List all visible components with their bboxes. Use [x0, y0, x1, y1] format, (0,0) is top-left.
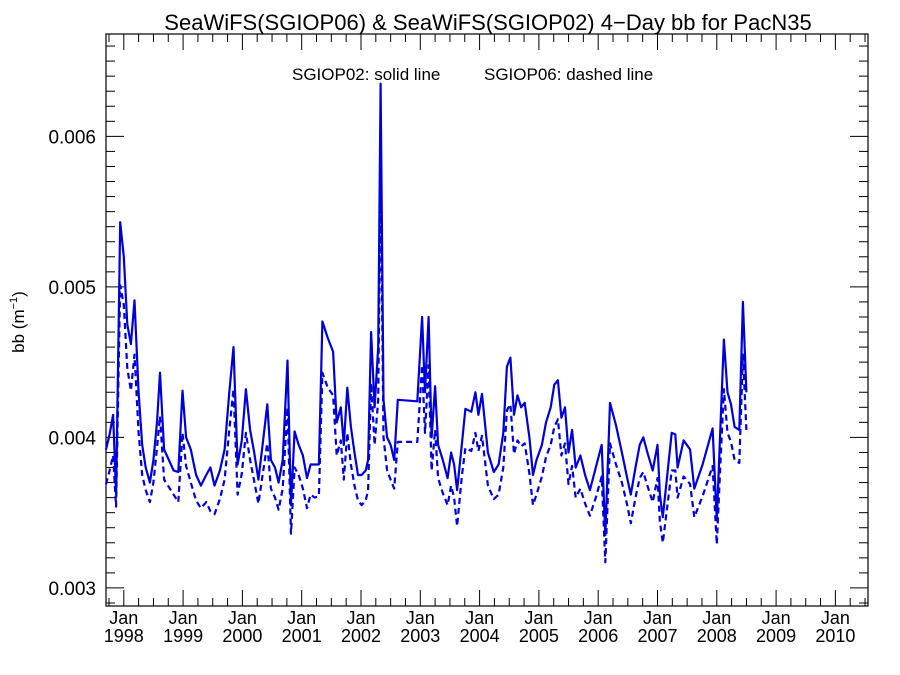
- x-tick-month-label: Jan: [643, 608, 672, 628]
- y-axis-label-close: ): [9, 291, 28, 297]
- chart-title: SeaWiFS(SGIOP06) & SeaWiFS(SGIOP02) 4−Da…: [164, 10, 811, 35]
- x-tick-month-label: Jan: [109, 608, 138, 628]
- x-tick-month-label: Jan: [702, 608, 731, 628]
- plot-border: [105, 33, 869, 607]
- axis-ticks: 0.0030.0040.0050.006Jan1998Jan1999Jan200…: [48, 34, 868, 646]
- y-tick-label: 0.004: [48, 428, 96, 449]
- x-tick-year-label: 2009: [756, 626, 796, 646]
- x-tick-year-label: 1998: [104, 626, 144, 646]
- legend-dashed-text: SGIOP06: dashed line: [484, 65, 653, 84]
- legend-solid-text: SGIOP02: solid line: [292, 65, 440, 84]
- x-tick-month-label: Jan: [228, 608, 257, 628]
- y-tick-label: 0.006: [48, 127, 96, 148]
- x-tick-month-label: Jan: [762, 608, 791, 628]
- y-tick-label: 0.005: [48, 278, 96, 299]
- x-tick-year-label: 2003: [400, 626, 440, 646]
- y-axis-label: bb (m−1): [8, 291, 28, 353]
- x-tick-year-label: 2010: [815, 626, 855, 646]
- x-tick-month-label: Jan: [406, 608, 435, 628]
- x-tick-year-label: 2007: [637, 626, 677, 646]
- x-tick-month-label: Jan: [169, 608, 198, 628]
- y-axis-label-main: bb (m: [9, 309, 28, 352]
- x-tick-year-label: 2001: [282, 626, 322, 646]
- series-sgiop06-dashed-line: [104, 168, 748, 564]
- x-tick-month-label: Jan: [346, 608, 375, 628]
- x-tick-year-label: 2006: [578, 626, 618, 646]
- x-tick-year-label: 2008: [697, 626, 737, 646]
- y-tick-label: 0.003: [48, 579, 96, 600]
- x-tick-month-label: Jan: [465, 608, 494, 628]
- y-axis-label-sup: −1: [8, 297, 20, 310]
- x-tick-month-label: Jan: [287, 608, 316, 628]
- x-tick-year-label: 2000: [222, 626, 262, 646]
- x-tick-year-label: 2002: [341, 626, 381, 646]
- x-tick-year-label: 2005: [519, 626, 559, 646]
- data-series: [104, 82, 748, 564]
- x-tick-month-label: Jan: [524, 608, 553, 628]
- series-sgiop02-solid-line: [104, 82, 748, 537]
- x-tick-year-label: 1999: [163, 626, 203, 646]
- plot-frame: [105, 33, 869, 607]
- x-tick-month-label: Jan: [821, 608, 850, 628]
- x-tick-year-label: 2004: [460, 626, 500, 646]
- x-tick-month-label: Jan: [584, 608, 613, 628]
